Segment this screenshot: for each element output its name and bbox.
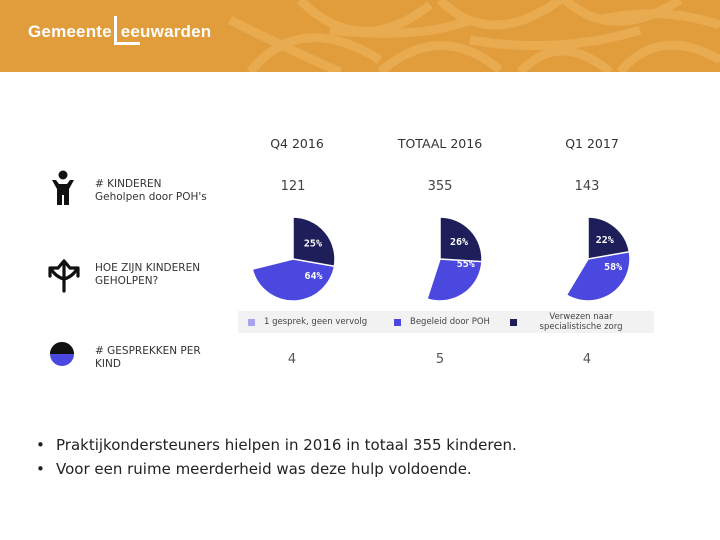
column-title-totaal-2016: TOTAAL 2016 <box>397 136 483 151</box>
summary-bullets: • Praktijkondersteuners hielpen in 2016 … <box>36 433 517 481</box>
label-referred: 25% <box>304 238 322 249</box>
bullet-text-1: Praktijkondersteuners hielpen in 2016 in… <box>56 436 517 454</box>
label-guided: 64% <box>304 271 322 282</box>
conversation-pie-icon <box>50 342 74 366</box>
logo-text-2: eeuwarden <box>113 16 212 45</box>
legend-label-guided: Begeleid door POH <box>410 317 490 327</box>
conversations-q1-2017: 4 <box>582 352 592 367</box>
row-label-children-1: # KINDEREN <box>95 178 162 190</box>
bullet-symbol: • <box>36 436 45 454</box>
children-count-q4-2016: 121 <box>280 179 306 194</box>
conversations-totaal-2016: 5 <box>435 352 445 367</box>
row-label-children-2: Geholpen door POH's <box>95 191 207 203</box>
legend-item-one-conversation: 1 gesprek, geen vervolg <box>248 311 398 333</box>
bullet-item: • Voor een ruime meerderheid was deze hu… <box>36 457 517 481</box>
legend-swatch-one-conversation <box>248 318 255 326</box>
header-banner: Gemeente eeuwarden <box>0 0 720 72</box>
row-label-how-1: HOE ZIJN KINDEREN <box>95 262 201 274</box>
legend-item-guided: Begeleid door POH <box>394 311 514 333</box>
pie-chart-q4-2016: 1%64%25% <box>251 216 336 302</box>
directions-icon <box>48 259 80 293</box>
column-title-q4-2016: Q4 2016 <box>270 136 324 151</box>
label-referred: 26% <box>450 237 468 248</box>
legend-item-referred: Verwezen naar specialistische zorg <box>510 311 650 333</box>
children-count-q1-2017: 143 <box>574 179 600 194</box>
row-label-conversations-1: # GESPREKKEN PER <box>95 345 201 357</box>
label-guided: 55% <box>457 259 475 270</box>
chart-legend: 1 gesprek, geen vervolg Begeleid door PO… <box>238 311 654 333</box>
label-referred: 22% <box>596 235 614 246</box>
bullet-item: • Praktijkondersteuners hielpen in 2016 … <box>36 433 517 457</box>
bullet-symbol: • <box>36 460 45 478</box>
row-label-conversations-2: KIND <box>95 358 121 370</box>
children-count-totaal-2016: 355 <box>427 179 453 194</box>
pie-chart-q1-2017: 19%58%22% <box>565 216 631 302</box>
legend-swatch-guided <box>394 318 401 326</box>
slice-referred <box>292 216 336 268</box>
logo: Gemeente eeuwarden <box>28 16 212 45</box>
legend-label-one-conversation: 1 gesprek, geen vervolg <box>264 317 368 327</box>
conversations-q4-2016: 4 <box>287 352 297 367</box>
logo-text-1: Gemeente <box>28 22 112 41</box>
child-icon <box>52 170 74 205</box>
legend-label-referred: Verwezen naar specialistische zorg <box>539 312 623 332</box>
slice-referred <box>587 216 631 260</box>
legend-swatch-referred <box>510 318 517 326</box>
row-label-conversations: # GESPREKKEN PER KIND <box>95 345 201 371</box>
row-label-how-2: GEHOLPEN? <box>95 275 159 287</box>
label-guided: 58% <box>604 262 622 273</box>
bullet-text-2: Voor een ruime meerderheid was deze hulp… <box>56 460 472 478</box>
column-title-q1-2017: Q1 2017 <box>565 136 619 151</box>
banner-pattern <box>227 0 720 72</box>
row-label-children: # KINDEREN Geholpen door POH's <box>95 178 207 204</box>
row-label-how: HOE ZIJN KINDEREN GEHOLPEN? <box>95 262 200 288</box>
slice-referred <box>439 216 483 263</box>
pie-chart-totaal-2016: 19%55%26% <box>426 216 483 302</box>
